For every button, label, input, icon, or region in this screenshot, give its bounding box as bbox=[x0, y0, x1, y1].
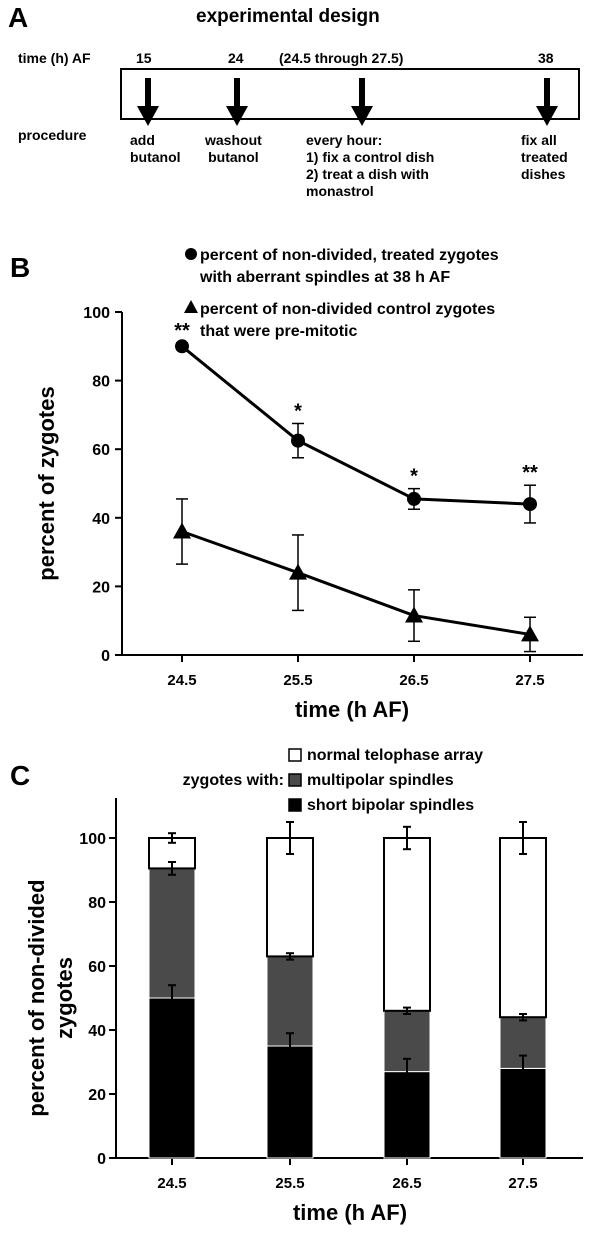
step-3-line: 1) fix a control dish bbox=[306, 149, 435, 165]
y-axis-title: percent of zygotes bbox=[34, 386, 59, 580]
legend-prefix: zygotes with: bbox=[183, 772, 284, 789]
step-4-line: treated bbox=[521, 149, 568, 165]
step-3: every hour: 1) fix a control dish 2) tre… bbox=[306, 132, 434, 200]
legend-label: that were pre-mitotic bbox=[200, 323, 357, 340]
panel-a-letter: A bbox=[8, 2, 29, 33]
bar-segment bbox=[383, 837, 431, 1012]
data-point-circle bbox=[407, 491, 421, 506]
time-range: (24.5 through 27.5) bbox=[279, 50, 404, 66]
time-label: time (h) AF bbox=[18, 50, 91, 66]
legend-label: short bipolar spindles bbox=[307, 797, 474, 814]
significance-label: * bbox=[410, 466, 418, 488]
bar-segment bbox=[266, 837, 314, 958]
procedure-label: procedure bbox=[18, 127, 87, 143]
y-tick-label: 40 bbox=[92, 511, 110, 528]
step-1: add butanol bbox=[130, 132, 181, 166]
down-arrow-icon bbox=[137, 78, 159, 126]
legend-swatch bbox=[288, 773, 302, 787]
series-line bbox=[181, 530, 531, 636]
y-tick-label: 60 bbox=[88, 959, 106, 976]
line-chart: 0 20 40 60 80 100 24.5 25.5 26.5 27.5 time (h AF) p… bbox=[34, 247, 583, 722]
panel-c-letter: C bbox=[10, 760, 31, 791]
significance-label: ** bbox=[174, 320, 190, 342]
y-axis-title: zygotes bbox=[52, 957, 77, 1039]
x-tick-label: 27.5 bbox=[508, 1175, 537, 1192]
x-tick-label: 24.5 bbox=[157, 1175, 186, 1192]
step-2-line: butanol bbox=[208, 149, 259, 165]
down-arrow-icon bbox=[536, 78, 558, 126]
y-tick-label: 80 bbox=[92, 374, 110, 391]
procedure-box bbox=[120, 68, 580, 120]
x-tick-label: 24.5 bbox=[167, 672, 196, 689]
data-point-triangle bbox=[405, 606, 423, 623]
legend-marker-triangle bbox=[184, 300, 198, 313]
bar-segment bbox=[499, 1067, 547, 1159]
x-tick-label: 25.5 bbox=[275, 1175, 304, 1192]
y-tick-label: 100 bbox=[79, 831, 106, 848]
step-4: fix all treated dishes bbox=[521, 132, 568, 183]
data-point-circle bbox=[291, 433, 305, 448]
step-4-line: dishes bbox=[521, 166, 566, 182]
legend-label: with aberrant spindles at 38 h AF bbox=[199, 269, 450, 286]
step-3-line: 2) treat a dish with bbox=[306, 166, 429, 182]
y-axis-title: percent of non-divided bbox=[24, 879, 49, 1116]
down-arrow-icon bbox=[351, 78, 373, 126]
bar-segment bbox=[148, 867, 196, 999]
significance-label: * bbox=[294, 400, 302, 422]
x-tick-label: 27.5 bbox=[515, 672, 544, 689]
y-tick-label: 80 bbox=[88, 895, 106, 912]
step-4-line: fix all bbox=[521, 132, 557, 148]
step-1-line: add bbox=[130, 132, 155, 148]
y-tick-label: 100 bbox=[83, 305, 110, 322]
legend-marker-circle bbox=[185, 248, 197, 260]
legend-label: multipolar spindles bbox=[307, 772, 454, 789]
design-title: experimental design bbox=[196, 6, 380, 27]
step-2-line: washout bbox=[205, 132, 262, 148]
x-tick-label: 26.5 bbox=[392, 1175, 421, 1192]
data-point-triangle bbox=[173, 522, 191, 539]
bar-segment bbox=[499, 837, 547, 1019]
stacked-bar-chart: 0 20 40 60 80 100 24.5 25.5 26.5 27.5 time (h AF) p… bbox=[24, 747, 583, 1225]
step-2: washout butanol bbox=[205, 132, 262, 166]
data-point-triangle bbox=[289, 563, 307, 580]
y-tick-label: 40 bbox=[88, 1023, 106, 1040]
y-tick-label: 20 bbox=[88, 1087, 106, 1104]
step-3-line: every hour: bbox=[306, 132, 383, 148]
data-point-circle bbox=[523, 497, 537, 512]
time-24: 24 bbox=[228, 50, 244, 66]
data-point-triangle bbox=[521, 625, 539, 642]
step-3-line: monastrol bbox=[306, 183, 374, 199]
step-1-line: butanol bbox=[130, 149, 181, 165]
x-axis-title: time (h AF) bbox=[295, 697, 409, 722]
legend-swatch bbox=[288, 798, 302, 812]
bar-segment bbox=[148, 997, 196, 1159]
x-tick-label: 25.5 bbox=[283, 672, 312, 689]
time-38: 38 bbox=[538, 50, 554, 66]
bar-segment bbox=[499, 1016, 547, 1069]
series-line bbox=[181, 345, 531, 506]
legend-swatch bbox=[288, 748, 302, 762]
bar-segment bbox=[266, 1045, 314, 1159]
y-tick-label: 0 bbox=[97, 1151, 106, 1168]
x-tick-label: 26.5 bbox=[399, 672, 428, 689]
legend-label: percent of non-divided control zygotes bbox=[200, 301, 495, 318]
y-tick-label: 60 bbox=[92, 442, 110, 459]
panel-b-letter: B bbox=[10, 252, 31, 283]
legend-label: percent of non-divided, treated zygotes bbox=[200, 247, 499, 264]
down-arrow-icon bbox=[226, 78, 248, 126]
y-tick-label: 20 bbox=[92, 579, 110, 596]
legend-label: normal telophase array bbox=[307, 747, 483, 764]
y-tick-label: 0 bbox=[101, 648, 110, 665]
x-axis-title: time (h AF) bbox=[293, 1200, 407, 1225]
significance-label: ** bbox=[522, 462, 538, 484]
data-point-circle bbox=[175, 339, 189, 354]
time-15: 15 bbox=[136, 50, 152, 66]
bar-segment bbox=[383, 1071, 431, 1159]
